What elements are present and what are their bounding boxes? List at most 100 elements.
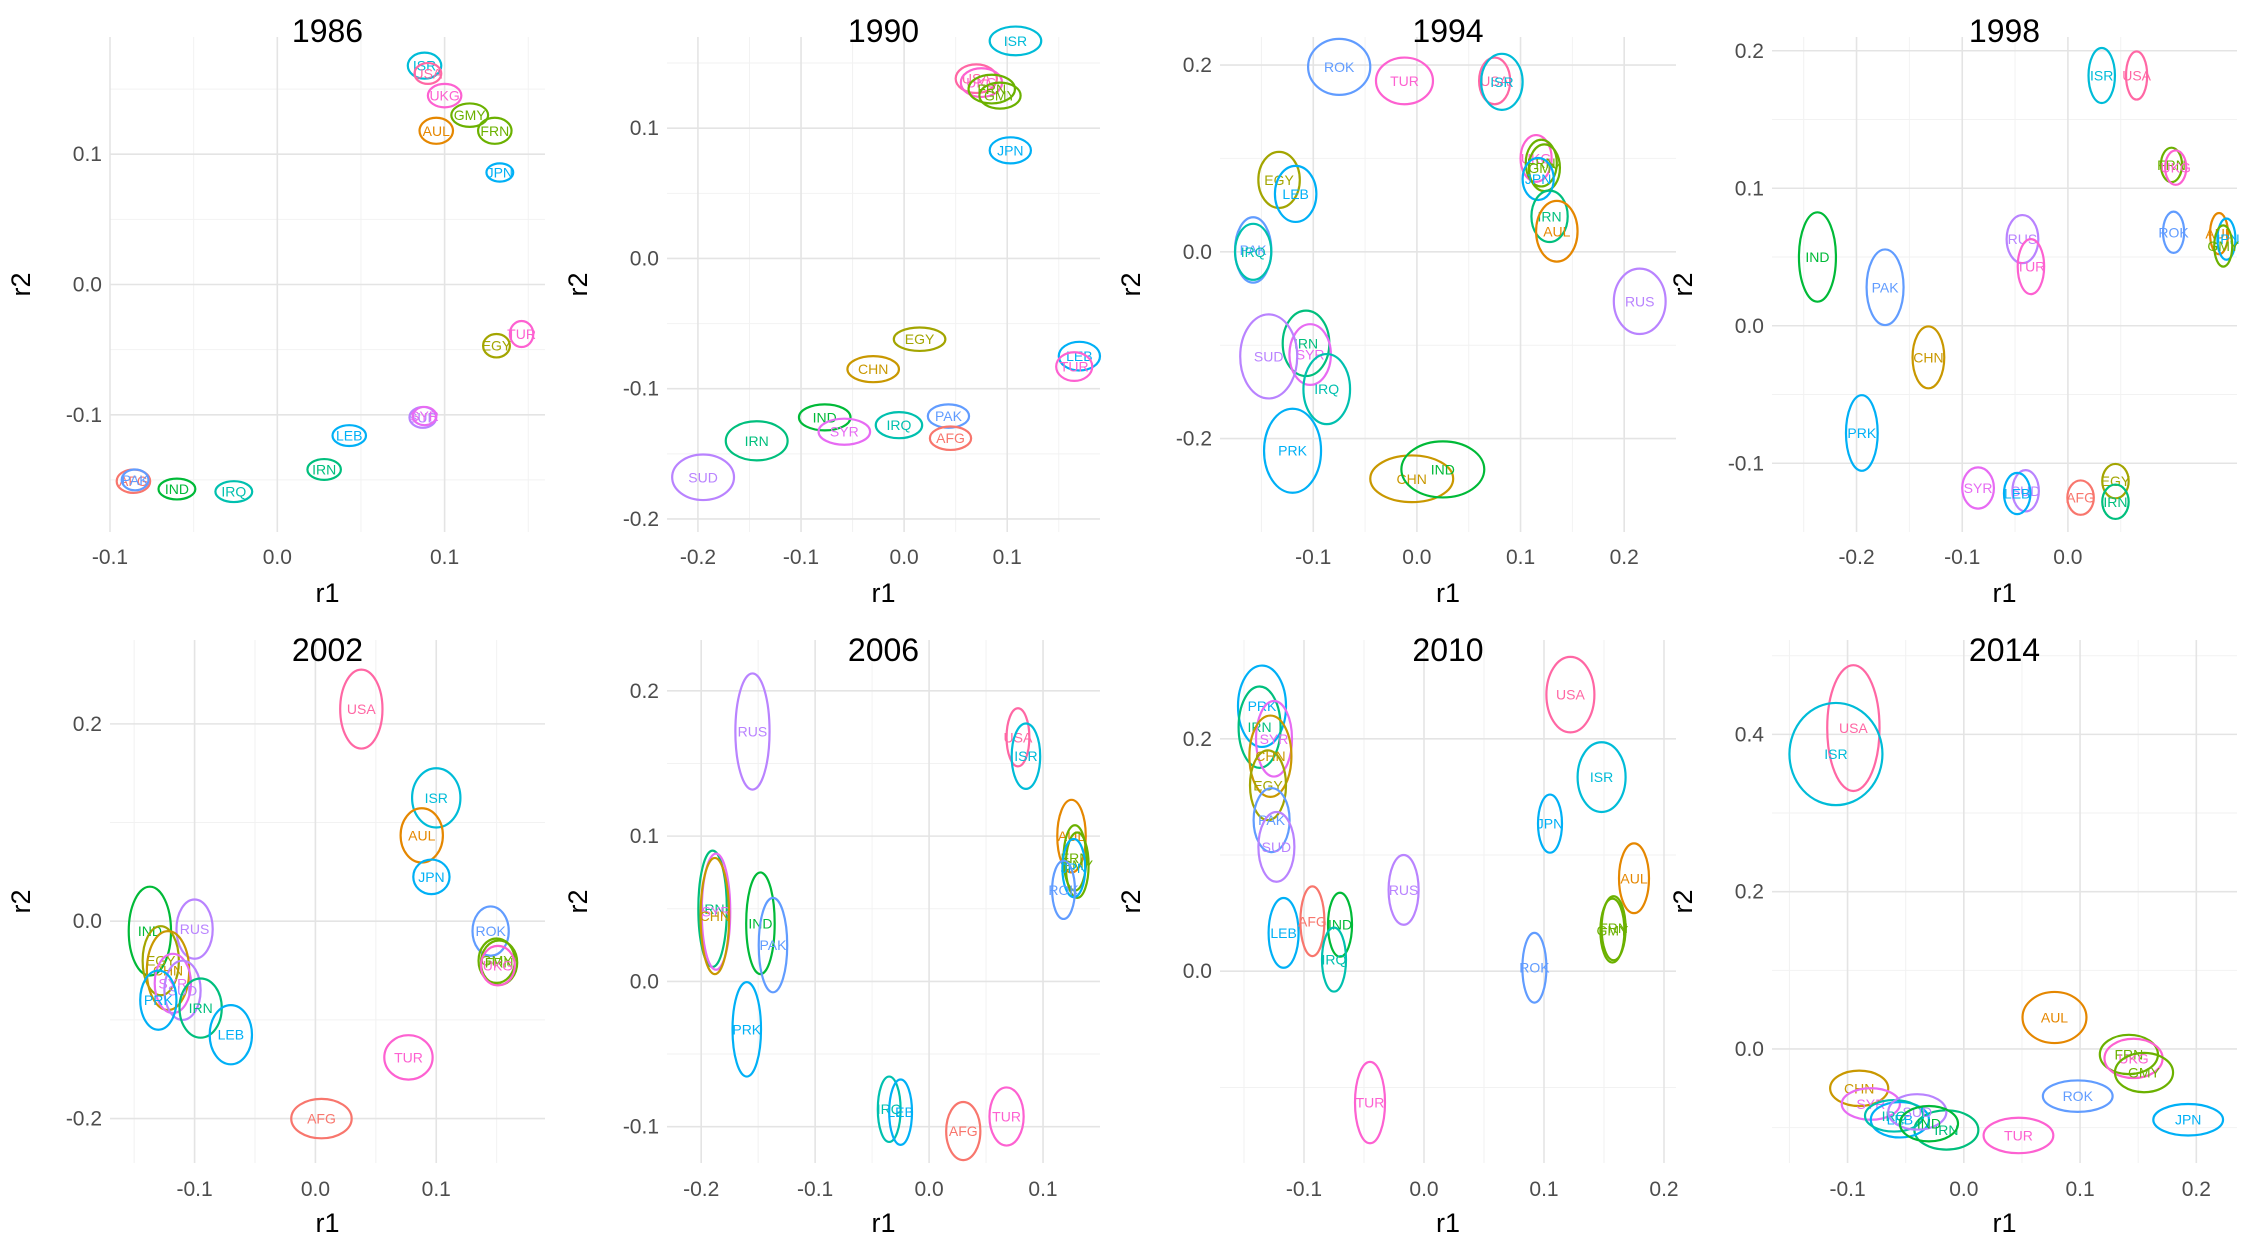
y-axis-label: r2: [563, 272, 593, 296]
point-label-GMY: GMY: [984, 88, 1017, 104]
point-ellipse-PRK: [1262, 407, 1323, 494]
point-label-PRK: PRK: [144, 992, 173, 1008]
x-tick-label: 0.2: [1649, 1178, 1678, 1201]
point-ellipse-IRQ: [1320, 926, 1348, 993]
point-ellipse-LEB: [1057, 340, 1102, 372]
point-ellipse-AUL: [2208, 211, 2230, 256]
point-ellipse-PRK: [139, 969, 178, 1031]
point-ellipse-JPN: [2152, 1102, 2225, 1137]
point-label-ISR: ISR: [1004, 33, 1027, 49]
point-ellipse-UKG: [2164, 149, 2188, 186]
point-ellipse-PRK: [1236, 664, 1288, 749]
point-label-USA: USA: [413, 65, 442, 81]
point-ellipse-IND: [1898, 1104, 1960, 1143]
point-label-LEB: LEB: [218, 1027, 244, 1043]
point-ellipse-TUR: [1374, 56, 1435, 106]
point-label-ISR: ISR: [1490, 74, 1513, 90]
x-tick-label: 0.0: [890, 546, 919, 569]
point-ellipse-AFG: [945, 1100, 982, 1162]
point-ellipse-PRK: [1844, 394, 1879, 472]
point-ellipse-JPN: [988, 136, 1033, 165]
point-ellipse-IRN: [1237, 685, 1282, 769]
point-ellipse-EGY: [1248, 749, 1288, 822]
x-tick-label: -0.1: [797, 1178, 833, 1201]
point-label-PAK: PAK: [935, 408, 963, 424]
point-ellipse-FRN: [1524, 138, 1558, 188]
y-tick-label: 0.1: [73, 143, 102, 166]
x-tick-label: -0.2: [683, 1178, 719, 1201]
point-label-GMY: GMY: [1596, 923, 1629, 939]
point-label-GMY: GMY: [2207, 238, 2240, 254]
point-ellipse-EGY: [1257, 150, 1301, 210]
y-tick-label: 0.0: [630, 247, 659, 270]
point-ellipse-TUR: [1353, 1060, 1387, 1145]
point-label-AFG: AFG: [1298, 913, 1327, 929]
panel-title: 2010: [1412, 632, 1483, 668]
point-label-AUL: AUL: [1620, 870, 1647, 886]
point-ellipse-USA: [413, 61, 443, 85]
y-tick-label: 0.2: [1735, 40, 1764, 63]
y-tick-label: -0.2: [1176, 428, 1212, 451]
y-tick-label: -0.2: [66, 1108, 102, 1131]
point-label-IND: IND: [165, 481, 189, 497]
point-label-JPN: JPN: [2175, 1112, 2201, 1128]
point-ellipse-SYR: [1961, 466, 1996, 510]
point-label-PAK: PAK: [1240, 242, 1268, 258]
x-tick-label: 0.1: [1028, 1178, 1057, 1201]
x-tick-label: -0.1: [1944, 546, 1980, 569]
point-label-AFG: AFG: [307, 1111, 336, 1127]
point-ellipse-ROK: [2041, 1079, 2114, 1113]
point-label-AUL: AUL: [1543, 223, 1570, 239]
point-label-AUL: AUL: [423, 123, 450, 139]
point-ellipse-GMY: [450, 102, 490, 128]
point-label-UKG: UKG: [483, 958, 513, 974]
y-tick-label: 0.0: [1735, 1038, 1764, 1061]
point-label-TUR: TUR: [2004, 1127, 2033, 1143]
y-tick-label: 0.0: [73, 274, 102, 297]
point-label-SYR: SYR: [1964, 480, 1993, 496]
point-ellipse-SUD: [1239, 313, 1299, 400]
point-ellipse-ISR: [406, 51, 443, 80]
point-label-AUL: AUL: [408, 827, 435, 843]
point-ellipse-LEB: [208, 1004, 254, 1066]
panel-1994: -0.1 0.0 0.1 0.2 -0.2 0.0 0.2 1994 r1 r2 ROK TUR USA…: [1116, 13, 1676, 608]
point-ellipse-TUR: [508, 319, 535, 349]
panel-1990: -0.2 -0.1 0.0 0.1 -0.2 -0.1 0.0 0.1 1990 r1 r2 ISR U…: [563, 13, 1102, 608]
point-ellipse-ROK: [1306, 37, 1372, 97]
x-tick-label: 0.2: [2182, 1178, 2211, 1201]
point-label-TUR: TUR: [394, 1049, 423, 1065]
point-ellipse-PAK: [757, 896, 789, 994]
point-ellipse-CHN: [1248, 714, 1293, 798]
point-label-ISR: ISR: [1824, 746, 1847, 762]
point-ellipse-USA: [1477, 56, 1512, 106]
point-label-FRN: FRN: [1599, 920, 1628, 936]
x-tick-label: -0.2: [680, 546, 716, 569]
point-ellipse-SYR: [411, 405, 438, 427]
point-label-UKG: UKG: [429, 88, 459, 104]
y-tick-label: 0.2: [1183, 54, 1212, 77]
point-ellipse-IND: [797, 403, 852, 432]
point-label-IND: IND: [1917, 1116, 1941, 1132]
point-ellipse-PRK: [731, 981, 763, 1078]
point-label-CHN: CHN: [858, 361, 888, 377]
point-ellipse-IRN: [306, 457, 342, 481]
point-label-UKG: UKG: [2161, 160, 2191, 176]
point-label-PRK: PRK: [1278, 443, 1307, 459]
point-label-PRK: PRK: [732, 1021, 761, 1037]
point-ellipse-ISR: [1010, 722, 1042, 791]
point-label-USA: USA: [347, 701, 376, 717]
x-tick-label: 0.1: [2065, 1178, 2094, 1201]
x-tick-label: 0.0: [1402, 546, 1431, 569]
point-ellipse-IRN: [1530, 189, 1569, 244]
point-ellipse-RUS: [1387, 853, 1420, 926]
point-ellipse-JPN: [485, 162, 515, 183]
point-label-IRN: IRN: [745, 433, 769, 449]
point-label-TUR: TUR: [1356, 1095, 1385, 1111]
panel-title: 1998: [1969, 13, 2040, 49]
point-ellipse-PAK: [1252, 787, 1291, 854]
point-label-JPN: JPN: [1537, 816, 1563, 832]
point-ellipse-IND: [1400, 440, 1486, 499]
point-ellipse-IRQ: [1233, 222, 1273, 281]
x-axis-label: r1: [1992, 1208, 2016, 1238]
